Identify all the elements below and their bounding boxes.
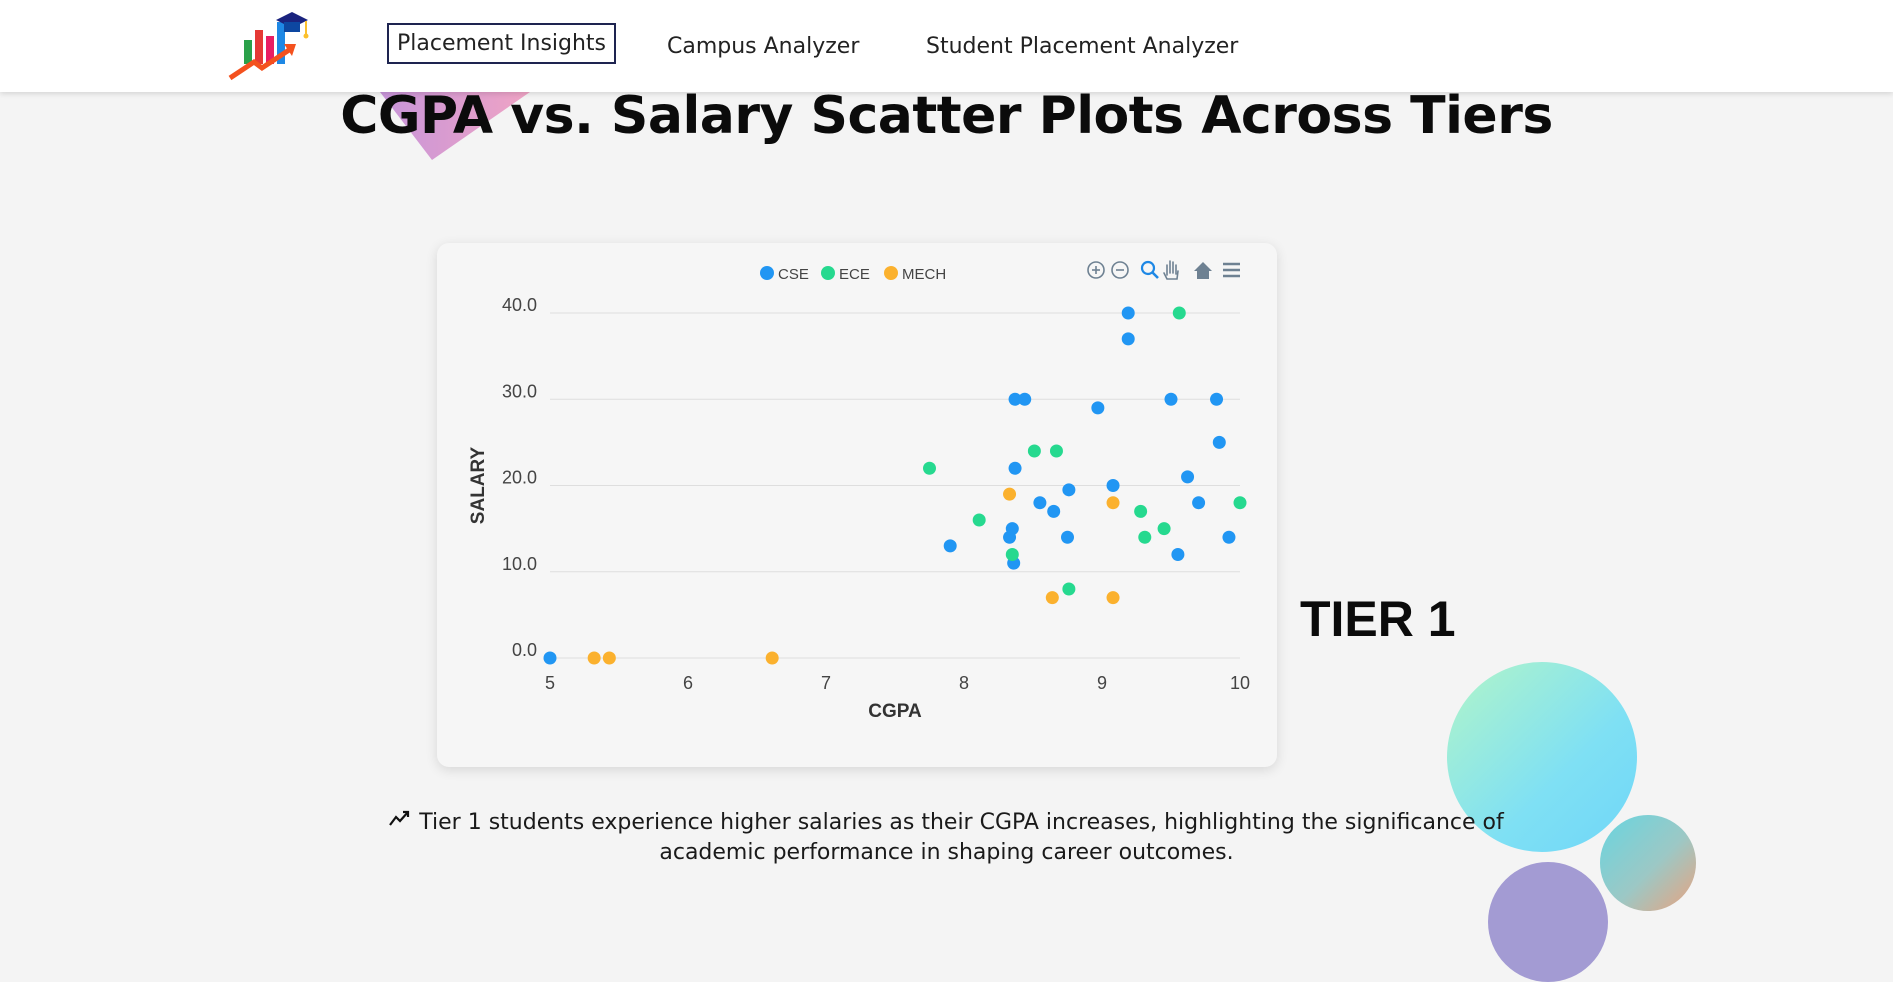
zoom-out-icon[interactable] (1111, 261, 1129, 279)
data-point-ece[interactable] (1172, 306, 1186, 320)
data-point-cse[interactable] (1106, 479, 1120, 492)
decorative-bubble-small (1600, 815, 1696, 911)
tier-label: TIER 1 (1300, 591, 1456, 647)
x-tick-label: 5 (545, 673, 555, 693)
data-point-ece[interactable] (923, 461, 936, 475)
data-point-ece[interactable] (1049, 444, 1063, 458)
legend-label[interactable]: CSE (778, 266, 809, 283)
placement-logo-icon[interactable] (226, 10, 310, 84)
data-point-cse[interactable] (1005, 522, 1019, 536)
nav-student-placement-analyzer[interactable]: Student Placement Analyzer (926, 34, 1239, 59)
x-tick-label: 6 (683, 673, 693, 693)
menu-icon[interactable] (1223, 262, 1240, 278)
data-point-cse[interactable] (1061, 530, 1074, 544)
data-point-cse[interactable] (1210, 392, 1224, 406)
y-axis-title: SALARY (468, 446, 489, 524)
y-tick-label: 40.0 (502, 295, 537, 315)
data-point-cse[interactable] (1008, 461, 1022, 475)
data-point-cse[interactable] (543, 651, 557, 665)
data-point-ece[interactable] (1005, 548, 1019, 561)
data-point-cse[interactable] (943, 539, 957, 553)
data-point-cse[interactable] (1222, 530, 1236, 544)
data-point-cse[interactable] (1212, 435, 1226, 449)
data-point-cse[interactable] (1181, 470, 1195, 484)
data-point-cse[interactable] (1164, 392, 1178, 406)
x-tick-label: 7 (821, 673, 831, 693)
nav-campus-analyzer[interactable]: Campus Analyzer (667, 34, 860, 59)
data-point-ece[interactable] (972, 513, 986, 527)
data-point-cse[interactable] (1091, 401, 1105, 415)
decorative-bubble-purple (1488, 862, 1608, 982)
data-point-cse[interactable] (1121, 332, 1135, 346)
y-tick-label: 10.0 (502, 554, 537, 574)
legend-marker-ece[interactable] (821, 266, 835, 280)
data-point-ece[interactable] (1138, 530, 1152, 544)
legend-label[interactable]: ECE (839, 266, 870, 283)
data-point-mech[interactable] (587, 651, 601, 665)
y-tick-label: 20.0 (502, 468, 537, 488)
data-point-ece[interactable] (1233, 496, 1247, 510)
data-point-mech[interactable] (765, 651, 779, 665)
x-axis-title: CGPA (868, 701, 922, 722)
scatter-chart[interactable]: 0.0 10.0 20.0 30.0 40.0 5 6 7 8 9 10 CGPA SALARY CSE… (437, 243, 1277, 767)
zoom-in-icon[interactable] (1087, 261, 1105, 279)
data-point-mech[interactable] (1106, 591, 1120, 605)
x-tick-label: 10 (1230, 673, 1250, 693)
decorative-bubble-large (1447, 662, 1637, 852)
data-point-cse[interactable] (1192, 496, 1206, 510)
data-point-cse[interactable] (1062, 483, 1076, 497)
legend-marker-mech[interactable] (884, 266, 898, 280)
data-point-ece[interactable] (1062, 582, 1076, 596)
trend-chart-icon (389, 810, 410, 826)
decorative-triangle (380, 92, 530, 160)
insight-text: Tier 1 students experience higher salari… (419, 810, 1504, 865)
data-point-mech[interactable] (1045, 591, 1059, 605)
page-title: CGPA vs. Salary Scatter Plots Across Tie… (340, 86, 1553, 146)
insight-text-block: Tier 1 students experience higher salari… (370, 808, 1523, 868)
data-point-ece[interactable] (1157, 522, 1171, 536)
legend-label[interactable]: MECH (902, 266, 946, 283)
x-tick-label: 9 (1097, 673, 1107, 693)
data-point-ece[interactable] (1134, 504, 1148, 518)
data-point-ece[interactable] (1027, 444, 1041, 458)
data-point-mech[interactable] (602, 651, 616, 665)
scatter-chart-card: 0.0 10.0 20.0 30.0 40.0 5 6 7 8 9 10 CGPA SALARY CSE… (437, 243, 1277, 767)
data-point-cse[interactable] (1033, 496, 1047, 510)
data-point-cse[interactable] (1018, 392, 1032, 406)
legend-marker-cse[interactable] (760, 266, 774, 280)
data-point-cse[interactable] (1047, 504, 1061, 518)
nav-placement-insights[interactable]: Placement Insights (387, 23, 617, 64)
x-tick-label: 8 (959, 673, 969, 693)
zoom-select-icon[interactable] (1140, 260, 1159, 279)
data-point-cse[interactable] (1008, 392, 1022, 406)
top-navbar: Placement Insights Campus Analyzer Stude… (0, 0, 1893, 92)
data-point-cse[interactable] (1121, 306, 1135, 320)
pan-icon[interactable] (1163, 260, 1179, 280)
data-point-cse[interactable] (1171, 548, 1185, 561)
y-tick-label: 0.0 (512, 640, 537, 660)
y-tick-label: 30.0 (502, 381, 537, 401)
data-point-mech[interactable] (1106, 496, 1120, 510)
reset-home-icon[interactable] (1194, 262, 1212, 279)
data-point-mech[interactable] (1003, 487, 1017, 501)
